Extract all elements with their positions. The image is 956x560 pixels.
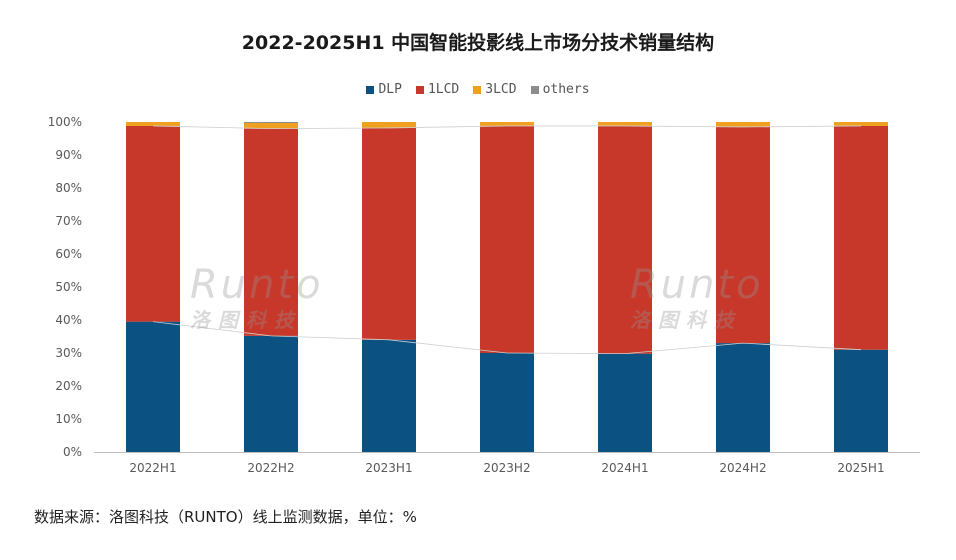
legend-item-1lcd: 1LCD	[415, 82, 460, 97]
legend-item-3lcd: 3LCD	[473, 82, 517, 97]
y-tick-label: 70%	[55, 214, 82, 228]
bar-1lcd-2023h1	[362, 127, 416, 340]
x-tick-label: 2025H1	[837, 461, 884, 475]
bar-dlp-2024h2	[716, 343, 770, 452]
chart-title: 2022-2025H1 中国智能投影线上市场分技术销量结构	[241, 32, 715, 54]
y-tick-label: 50%	[55, 280, 82, 294]
y-tick-label: 60%	[55, 247, 82, 261]
legend-label-others: others	[542, 82, 590, 97]
legend: DLP 1LCD 3LCD others	[0, 82, 956, 97]
legend-item-others: others	[530, 82, 590, 97]
x-tick-label: 2023H1	[365, 461, 412, 475]
bar-dlp-2023h1	[362, 339, 416, 452]
bar-dlp-2024h1	[598, 353, 652, 452]
series-connector-line-0	[152, 321, 862, 355]
legend-swatch-3lcd	[473, 85, 482, 94]
bar-dlp-2025h1	[834, 349, 888, 452]
bar-3lcd-2023h2	[480, 122, 534, 126]
y-tick-label: 100%	[48, 115, 82, 129]
bar-1lcd-2022h2	[244, 128, 298, 336]
bar-dlp-2022h2	[244, 335, 298, 452]
series-connector-line-1	[152, 125, 862, 130]
bar-3lcd-2024h1	[598, 122, 652, 126]
x-tick-label: 2024H2	[719, 461, 766, 475]
x-tick-label: 2023H2	[483, 461, 530, 475]
legend-label-dlp: DLP	[378, 82, 402, 97]
legend-item-dlp: DLP	[366, 82, 402, 97]
bar-1lcd-2025h1	[834, 125, 888, 350]
bar-3lcd-2024h2	[716, 122, 770, 127]
bar-dlp-2023h2	[480, 353, 534, 452]
y-tick-label: 30%	[55, 346, 82, 360]
y-tick-label: 40%	[55, 313, 82, 327]
bar-others-2022h2	[244, 122, 298, 123]
bar-3lcd-2022h2	[244, 122, 298, 129]
bar-3lcd-2023h1	[362, 122, 416, 128]
x-tick-label: 2024H1	[601, 461, 648, 475]
bar-1lcd-2024h2	[716, 126, 770, 344]
bar-1lcd-2022h1	[126, 125, 180, 322]
y-tick-label: 20%	[55, 379, 82, 393]
y-tick-label: 90%	[55, 148, 82, 162]
legend-swatch-others	[530, 85, 539, 94]
bar-1lcd-2023h2	[480, 125, 534, 354]
x-tick-label: 2022H2	[247, 461, 294, 475]
y-tick-label: 80%	[55, 181, 82, 195]
y-tick-label: 10%	[55, 412, 82, 426]
bar-1lcd-2024h1	[598, 125, 652, 354]
y-tick-label: 0%	[63, 445, 82, 459]
source-note: 数据来源：洛图科技（RUNTO）线上监测数据，单位：%	[34, 508, 417, 526]
legend-label-1lcd: 1LCD	[427, 82, 460, 97]
bar-3lcd-2022h1	[126, 122, 180, 126]
legend-swatch-dlp	[366, 85, 375, 94]
legend-swatch-1lcd	[415, 85, 424, 94]
legend-label-3lcd: 3LCD	[485, 82, 517, 97]
bar-3lcd-2025h1	[834, 122, 888, 126]
stacked-bar-chart: 0% 10% 20% 30% 40% 50% 60% 70% 80% 90% 100% 2022H1 2…	[48, 115, 920, 475]
x-tick-label: 2022H1	[129, 461, 176, 475]
bar-dlp-2022h1	[126, 321, 180, 452]
